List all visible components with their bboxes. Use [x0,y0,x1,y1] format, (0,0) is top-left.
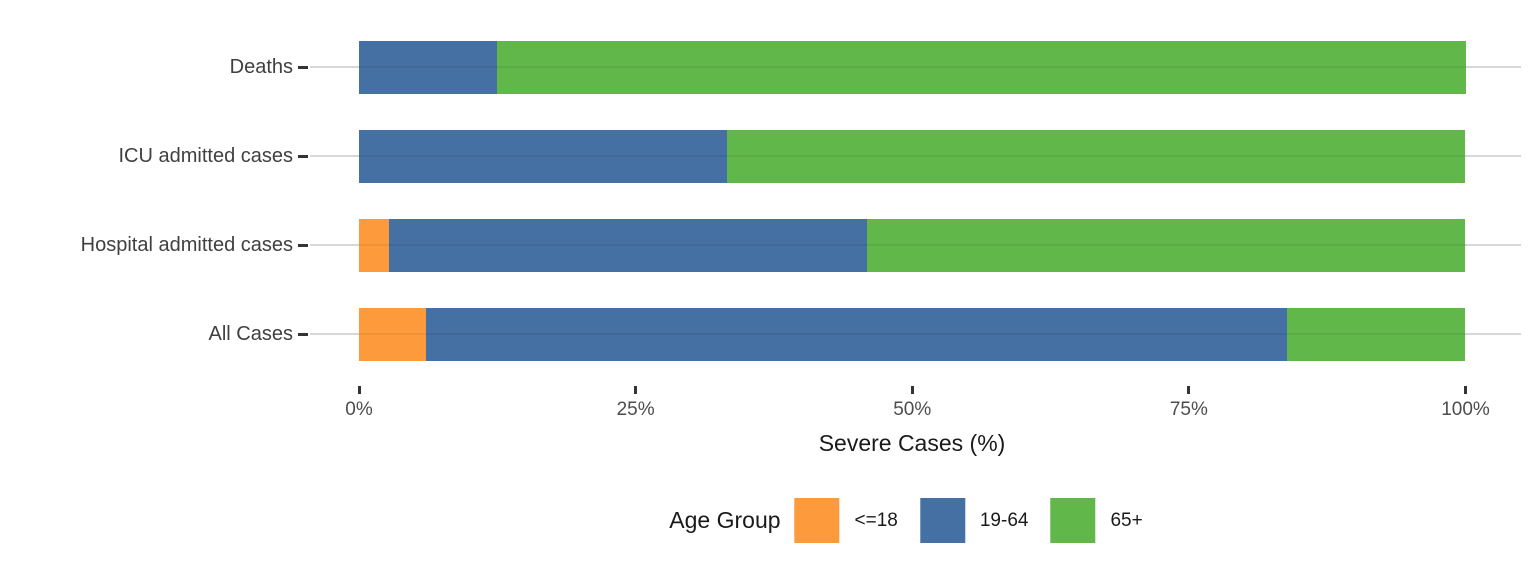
legend-label-65+: 65+ [1110,509,1143,531]
bar-segment-19-64 [359,40,498,94]
gridline-overlay [359,155,1466,157]
legend: Age Group <=18 19-64 65+ [669,498,1164,543]
legend-label-<=18: <=18 [854,509,898,531]
legend-swatch-65+ [1050,498,1096,543]
bar-segment-<=18 [359,218,389,272]
bar-segment-65+ [1287,307,1466,361]
x-axis-tick [634,386,638,394]
x-axis-title: Severe Cases (%) [818,430,1006,456]
y-axis-tick [298,244,308,247]
x-axis-tick-label: 0% [345,399,373,420]
bar-segment-19-64 [359,129,728,183]
bar-segment-<=18 [359,307,427,361]
bar-segment-19-64 [388,218,867,272]
y-axis-tick [298,155,308,158]
bar-segment-65+ [866,218,1466,272]
legend-swatch-<=18 [794,498,840,543]
x-axis-tick [1464,386,1467,394]
y-axis-label: ICU admitted cases [118,145,293,167]
y-axis-label: Hospital admitted cases [80,234,293,256]
gridline-overlay [359,333,1466,335]
x-axis-tick-label: 50% [893,399,932,420]
y-axis-label: All Cases [208,323,293,345]
legend-title: Age Group [669,507,781,533]
bar-segment-19-64 [426,307,1288,361]
y-axis-tick [298,333,308,336]
legend-swatch-19-64 [919,498,965,543]
y-axis-tick [298,66,308,69]
gridline-overlay [359,244,1466,246]
x-axis-tick [357,386,361,394]
bar-segment-65+ [727,129,1466,183]
x-axis-tick-label: 75% [1169,399,1208,420]
x-axis-tick-label: 25% [616,399,655,420]
legend-label-19-64: 19-64 [979,509,1029,531]
y-axis-label: Deaths [229,56,293,78]
x-axis-tick-label: 100% [1441,399,1490,420]
gridline-overlay [359,66,1466,68]
bar-segment-65+ [497,40,1466,94]
x-axis-tick [1187,386,1191,394]
x-axis-tick [910,386,914,394]
